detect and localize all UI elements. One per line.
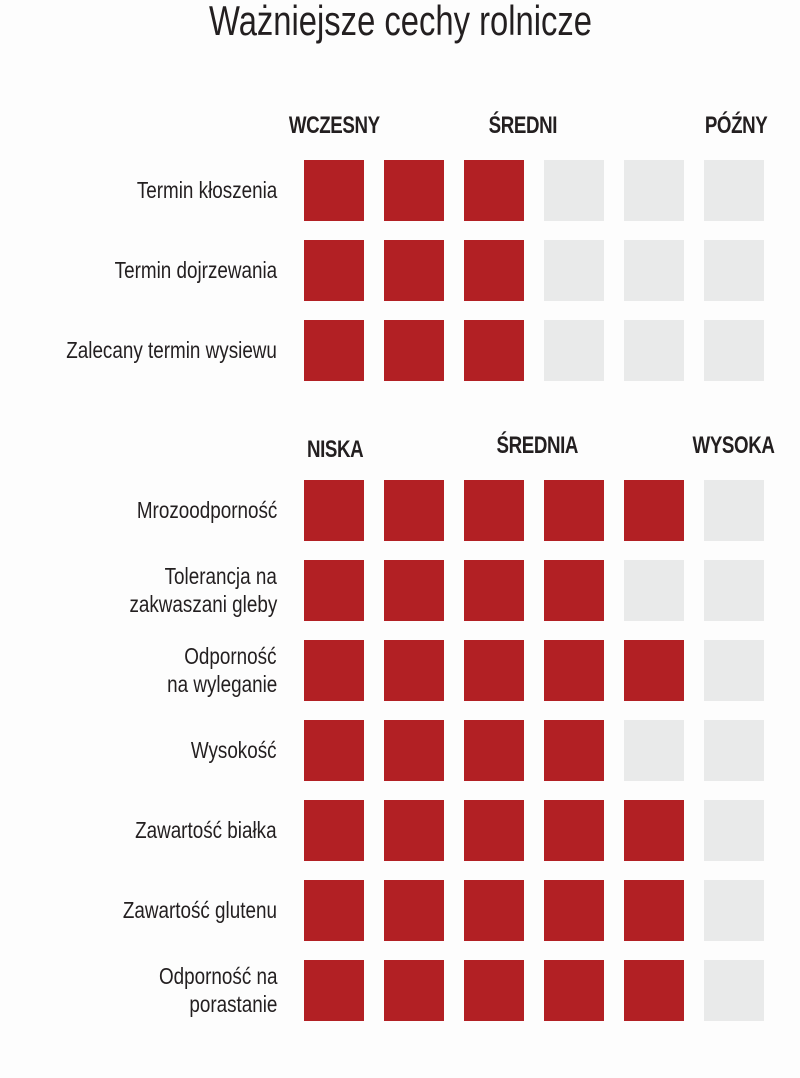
rating-square-empty: [624, 320, 684, 381]
row-label-line: zakwaszani gleby: [129, 591, 277, 617]
rating-square-empty: [704, 480, 764, 541]
rating-square-filled: [544, 640, 604, 701]
rating-square-filled: [464, 160, 524, 221]
rating-square-filled: [624, 480, 684, 541]
rating-square-filled: [544, 720, 604, 781]
row-label: Odporność na wyleganie: [0, 642, 277, 698]
scale-label-text: WYSOKA: [692, 432, 774, 459]
rating-square-filled: [464, 880, 524, 941]
rating-square-filled: [624, 880, 684, 941]
rating-square-filled: [304, 320, 364, 381]
rating-square-empty: [624, 240, 684, 301]
chart-title-text: Ważniejsze cechy rolnicze: [208, 0, 592, 44]
rating-square-filled: [464, 640, 524, 701]
rating-square-filled: [304, 160, 364, 221]
rating-square-empty: [544, 240, 604, 301]
rating-square-empty: [704, 160, 764, 221]
rating-square-filled: [464, 720, 524, 781]
rating-square-filled: [384, 240, 444, 301]
scale-label: ŚREDNI: [423, 112, 623, 140]
rating-square-empty: [704, 560, 764, 621]
rating-square-empty: [544, 320, 604, 381]
row-label-line: Zalecany termin wysiewu: [66, 337, 277, 363]
rating-square-filled: [464, 800, 524, 861]
rating-square-empty: [624, 560, 684, 621]
row-label-line: porastanie: [188, 991, 277, 1017]
row-label-line: Odporność: [184, 643, 277, 669]
row-label-line: Termin dojrzewania: [114, 257, 277, 283]
rating-square-filled: [384, 480, 444, 541]
scale-label-text: PÓŹNY: [704, 112, 768, 139]
rating-square-filled: [384, 320, 444, 381]
rating-square-filled: [304, 720, 364, 781]
rating-square-filled: [624, 960, 684, 1021]
rating-square-filled: [464, 480, 524, 541]
scale-label: PÓŹNY: [636, 112, 800, 140]
row-label-line: Odporność na: [158, 963, 277, 989]
row-label-line: na wyleganie: [166, 671, 277, 697]
rating-square-filled: [464, 560, 524, 621]
row-label: Tolerancja na zakwaszani gleby: [0, 562, 277, 618]
row-label-line: Mrozoodporność: [136, 497, 277, 523]
rating-square-filled: [624, 800, 684, 861]
chart-title: Ważniejsze cechy rolnicze: [0, 0, 800, 46]
row-label-line: Wysokość: [191, 737, 277, 763]
rating-square-empty: [544, 160, 604, 221]
rating-square-filled: [384, 720, 444, 781]
rating-square-filled: [384, 960, 444, 1021]
scale-label-text: WCZESNY: [288, 112, 380, 139]
rating-square-filled: [544, 880, 604, 941]
rating-square-filled: [464, 960, 524, 1021]
rating-square-filled: [304, 640, 364, 701]
rating-square-filled: [464, 320, 524, 381]
rating-square-filled: [544, 960, 604, 1021]
scale-label: WYSOKA: [633, 432, 800, 460]
rating-square-filled: [384, 560, 444, 621]
row-label-line: Zawartość glutenu: [122, 897, 277, 923]
rating-square-filled: [544, 480, 604, 541]
rating-square-empty: [624, 160, 684, 221]
row-label: Wysokość: [0, 736, 277, 764]
rating-square-empty: [704, 880, 764, 941]
scale-label: NISKA: [235, 436, 435, 464]
row-label: Zalecany termin wysiewu: [0, 336, 277, 364]
scale-label: WCZESNY: [234, 112, 434, 140]
rating-square-filled: [304, 560, 364, 621]
row-label: Odporność na porastanie: [0, 962, 277, 1018]
row-label: Zawartość białka: [0, 816, 277, 844]
rating-square-filled: [304, 880, 364, 941]
row-label: Termin dojrzewania: [0, 256, 277, 284]
rating-square-filled: [304, 800, 364, 861]
row-label: Termin kłoszenia: [0, 176, 277, 204]
row-label-line: Termin kłoszenia: [136, 177, 277, 203]
scale-label-text: NISKA: [306, 436, 364, 463]
rating-square-filled: [304, 240, 364, 301]
scale-label-text: ŚREDNIA: [496, 432, 578, 459]
rating-square-filled: [384, 800, 444, 861]
rating-square-filled: [304, 960, 364, 1021]
rating-square-empty: [704, 320, 764, 381]
rating-square-filled: [384, 640, 444, 701]
rating-square-filled: [464, 240, 524, 301]
rating-square-filled: [624, 640, 684, 701]
rating-square-empty: [704, 720, 764, 781]
scale-label-text: ŚREDNI: [488, 112, 558, 139]
row-label-line: Zawartość białka: [135, 817, 277, 843]
rating-square-empty: [704, 240, 764, 301]
rating-square-filled: [544, 800, 604, 861]
rating-square-filled: [544, 560, 604, 621]
rating-square-filled: [384, 880, 444, 941]
row-label-line: Tolerancja na: [164, 563, 277, 589]
rating-square-empty: [704, 640, 764, 701]
row-label: Zawartość glutenu: [0, 896, 277, 924]
rating-square-empty: [704, 960, 764, 1021]
rating-square-empty: [704, 800, 764, 861]
rating-square-filled: [384, 160, 444, 221]
rating-square-empty: [624, 720, 684, 781]
rating-square-filled: [304, 480, 364, 541]
row-label: Mrozoodporność: [0, 496, 277, 524]
scale-label: ŚREDNIA: [437, 432, 637, 460]
